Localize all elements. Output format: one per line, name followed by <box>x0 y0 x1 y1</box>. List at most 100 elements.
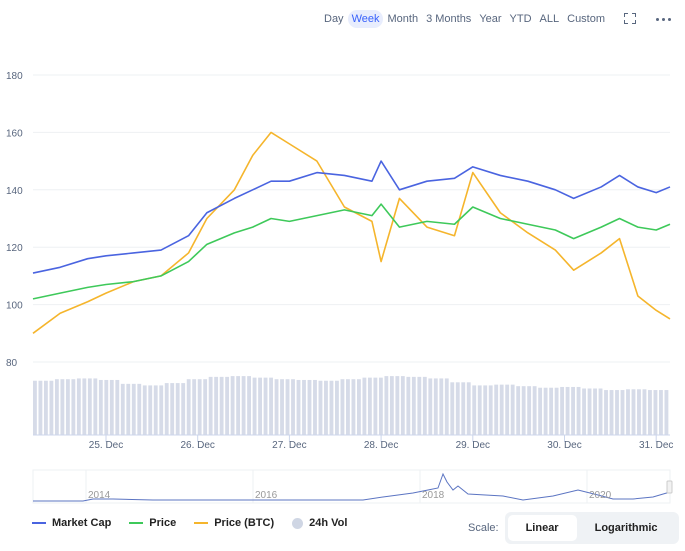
volume-bar <box>444 378 449 435</box>
volume-bar <box>291 379 295 435</box>
volume-bar <box>389 376 394 435</box>
volume-bar <box>186 379 191 435</box>
volume-bar <box>576 386 581 435</box>
legend-label: Market Cap <box>52 517 112 529</box>
x-tick-label: 29. Dec <box>456 440 490 451</box>
volume-bar <box>104 379 109 435</box>
volume-bar <box>93 378 98 435</box>
volume-bar <box>637 389 641 435</box>
volume-bar <box>241 376 246 435</box>
legend-swatch <box>129 522 144 524</box>
volume-bar <box>505 384 510 435</box>
fullscreen-icon[interactable] <box>624 13 636 24</box>
x-tick-label: 27. Dec <box>272 440 306 451</box>
more-icon[interactable] <box>656 18 671 21</box>
volume-bar <box>472 385 477 435</box>
volume-bar <box>587 388 592 435</box>
volume-bar <box>175 383 180 435</box>
navigator-tick-label: 2020 <box>589 490 612 501</box>
volume-bar <box>208 376 213 435</box>
volume-bar <box>269 377 273 435</box>
volume-bar <box>411 376 416 435</box>
y-tick-label: 100 <box>6 301 23 312</box>
volume-bar <box>87 378 92 435</box>
navigator[interactable] <box>32 469 671 504</box>
volume-bar <box>302 379 306 435</box>
legend-swatch <box>292 517 304 529</box>
range-ytd[interactable]: YTD <box>509 13 532 25</box>
volume-bar <box>258 377 262 435</box>
volume-bar <box>620 390 625 435</box>
volume-bar <box>488 385 493 435</box>
volume-bar <box>422 376 427 435</box>
volume-bar <box>346 379 350 435</box>
legend-swatch <box>32 522 46 524</box>
volume-bar <box>280 379 284 435</box>
legend-market-cap[interactable]: Market Cap <box>32 517 111 529</box>
volume-bar <box>159 385 164 435</box>
range-week[interactable]: Week <box>347 10 384 28</box>
volume-bar <box>335 380 339 435</box>
volume-bar <box>455 382 460 435</box>
volume-bar <box>483 385 488 435</box>
volume-bar <box>598 388 603 435</box>
legend-swatch <box>194 522 209 524</box>
volume-bar <box>296 379 301 435</box>
volume-bar <box>554 387 559 435</box>
volume-bar <box>197 379 202 435</box>
y-tick-label: 80 <box>6 358 18 369</box>
volume-bar <box>71 379 76 435</box>
volume-bar <box>137 383 142 435</box>
range-day[interactable]: Day <box>324 13 344 25</box>
volume-bar <box>164 383 169 435</box>
volume-bar <box>236 376 241 435</box>
range-year[interactable]: Year <box>479 13 502 25</box>
range-custom[interactable]: Custom <box>567 13 606 25</box>
volume-bar <box>142 385 147 435</box>
x-tick-label: 30. Dec <box>547 440 581 451</box>
volume-bar <box>604 390 608 435</box>
scale-log-button[interactable]: Logarithmic <box>594 522 658 534</box>
volume-bar <box>417 376 422 435</box>
range-month[interactable]: Month <box>387 13 419 25</box>
volume-bar <box>571 386 575 435</box>
volume-bar <box>565 386 570 435</box>
series-line-market-cap[interactable] <box>32 160 671 274</box>
legend-price-btc[interactable]: Price (BTC) <box>194 517 274 529</box>
volume-bar <box>219 376 224 435</box>
legend-label: 24h Vol <box>309 517 348 529</box>
legend-price[interactable]: Price <box>129 517 176 529</box>
volume-bar <box>33 380 37 435</box>
price-chart[interactable]: 80 100 120 140 160 180 25. Dec 26. Dec 27. Dec 28… <box>0 0 685 510</box>
volume-bar <box>362 377 367 435</box>
volume-bar <box>318 380 323 435</box>
volume-bar <box>247 376 252 435</box>
scale-control: Scale: Linear Logarithmic <box>468 512 679 544</box>
legend-24h-vol[interactable]: 24h Vol <box>292 517 347 529</box>
volume-bar <box>433 378 438 435</box>
volume-bar <box>510 384 515 435</box>
navigator-handle[interactable] <box>666 480 673 494</box>
volume-bar <box>170 383 175 435</box>
volume-bar <box>285 379 290 435</box>
volume-bar <box>615 390 619 435</box>
volume-bar <box>593 388 597 435</box>
volume-bar <box>109 379 114 435</box>
range-3-months[interactable]: 3 Months <box>426 13 472 25</box>
y-tick-label: 140 <box>6 186 23 197</box>
volume-bar <box>60 379 65 435</box>
range-all[interactable]: ALL <box>539 13 560 25</box>
series-line-price-btc-[interactable] <box>32 131 671 334</box>
volume-bar <box>263 377 268 435</box>
volume-bar <box>367 377 372 435</box>
volume-bar <box>653 390 658 435</box>
volume-bar <box>664 390 669 435</box>
scale-linear-button[interactable]: Linear <box>507 515 577 541</box>
volume-bar <box>494 384 499 435</box>
volume-bar <box>214 376 219 435</box>
volume-bar <box>532 386 537 435</box>
volume-bar <box>461 382 466 435</box>
volume-bar <box>543 387 548 435</box>
series-line-price[interactable] <box>32 203 671 300</box>
volume-bar <box>49 380 54 435</box>
